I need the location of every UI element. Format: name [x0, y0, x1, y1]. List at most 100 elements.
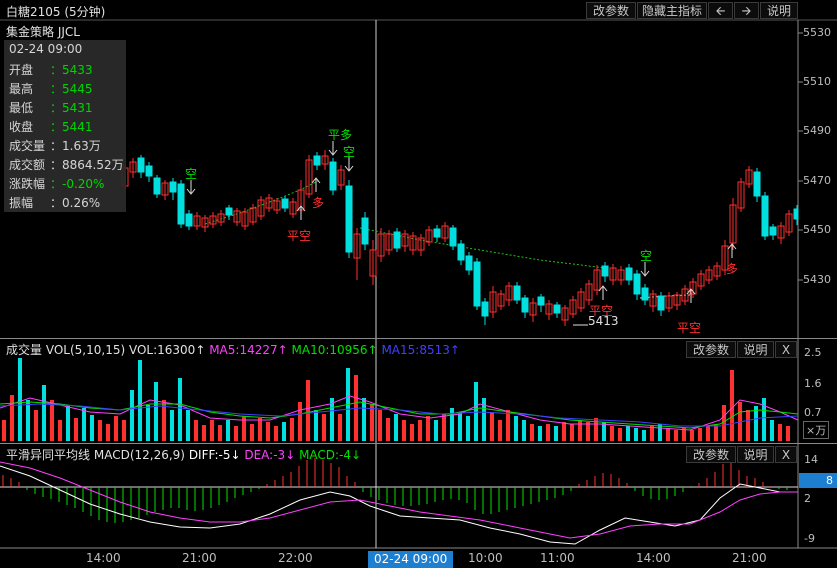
volume-bar: [122, 420, 126, 441]
macd-histogram: [2, 456, 788, 523]
candle: [561, 305, 569, 326]
signal-short-label: 空: [640, 249, 653, 263]
arrow-up-icon: [727, 243, 737, 258]
vol-ma10-line: [0, 401, 799, 429]
candle: [609, 264, 617, 285]
volume-bar: [130, 390, 134, 441]
candle: [513, 282, 521, 304]
candle: [505, 282, 513, 306]
volume-bar: [34, 410, 38, 441]
volume-bar: [706, 426, 710, 441]
macd-current-badge: 8: [799, 473, 837, 488]
arrow-down-icon: [344, 157, 354, 172]
info-value-low: ：5431: [50, 101, 93, 115]
time-tick: 10:00: [468, 551, 503, 565]
crosshair-time-badge: 02-24 09:00: [368, 551, 454, 568]
volume-bar: [482, 398, 486, 441]
candle: [401, 230, 409, 252]
price-tick: 5510: [803, 75, 831, 88]
candle: [433, 225, 441, 242]
macd-tick: 2: [804, 492, 811, 505]
volume-tick: 2.5: [804, 346, 822, 359]
volume-help-button[interactable]: 说明: [737, 341, 774, 358]
candle: [625, 264, 633, 285]
candle: [793, 205, 799, 225]
help-button[interactable]: 说明: [760, 2, 798, 19]
volume-bar: [18, 358, 22, 441]
macd-help-button[interactable]: 说明: [737, 446, 774, 463]
candle: [601, 262, 609, 282]
macd-modify-params-button[interactable]: 改参数: [686, 446, 736, 463]
volume-bar: [186, 410, 190, 441]
volume-bar: [26, 400, 30, 441]
macd-close-icon[interactable]: X: [775, 446, 797, 463]
candle: [145, 162, 153, 182]
volume-bar: [370, 404, 374, 441]
arrow-left-icon[interactable]: 🡨: [708, 2, 733, 19]
candle: [465, 252, 473, 275]
hide-main-indicator-button[interactable]: 隐藏主指标: [637, 2, 707, 19]
vol-ma5-line: [0, 395, 799, 431]
arrow-right-icon[interactable]: 🡪: [734, 2, 759, 19]
volume-bar: [690, 430, 694, 441]
candle: [521, 295, 529, 318]
candle: [761, 192, 769, 240]
info-value-volume: ：1.63万: [50, 139, 101, 153]
volume-modify-params-button[interactable]: 改参数: [686, 341, 736, 358]
volume-bar: [202, 425, 206, 441]
volume-bar: [634, 428, 638, 441]
candle: [137, 155, 145, 178]
time-tick: 14:00: [636, 551, 671, 565]
volume-bar: [306, 380, 310, 441]
modify-params-button[interactable]: 改参数: [586, 2, 636, 19]
candle: [257, 196, 265, 220]
volume-bar: [778, 424, 782, 441]
volume-bar: [538, 426, 542, 441]
volume-bar: [138, 360, 142, 441]
info-label-volume: 成交量: [9, 139, 46, 153]
volume-bar: [490, 412, 494, 441]
volume-bar: [58, 420, 62, 441]
volume-bar: [282, 422, 286, 441]
volume-bar: [458, 412, 462, 441]
candle: [633, 270, 641, 300]
signal-close-long-label: 平多: [328, 128, 353, 142]
volume-bar: [466, 416, 470, 441]
candle: [153, 175, 161, 198]
volume-bar: [402, 420, 406, 441]
volume-bar: [234, 426, 238, 441]
time-tick: 14:00: [86, 551, 121, 565]
candle: [193, 212, 201, 230]
candle: [449, 225, 457, 250]
time-tick: 21:00: [732, 551, 767, 565]
info-label-amplitude: 振幅: [9, 196, 34, 210]
candle: [585, 280, 593, 305]
candle: [689, 278, 697, 298]
chart-title: 白糖2105 (5分钟): [6, 5, 106, 19]
price-tick: 5490: [803, 124, 831, 137]
arrow-down-icon: [328, 141, 338, 156]
candle: [489, 286, 497, 318]
candle: [353, 228, 361, 280]
price-tick: 5530: [803, 26, 831, 39]
volume-bar: [362, 398, 366, 441]
volume-bar: [514, 416, 518, 441]
macd-diff-line: [0, 465, 798, 545]
info-value-change: ：-0.20%: [50, 177, 105, 191]
signal-long-label: 多: [312, 196, 325, 210]
candle: [753, 168, 761, 202]
signal-short-label: 空: [185, 167, 198, 181]
volume-bar: [194, 420, 198, 441]
candle: [289, 198, 297, 218]
volume-tick: 1.6: [804, 377, 822, 390]
volume-close-icon[interactable]: X: [775, 341, 797, 358]
volume-bar: [290, 418, 294, 441]
candle: [313, 152, 321, 170]
volume-bar: [154, 382, 158, 441]
macd-panel-title: 平滑异同平均线 MACD(12,26,9) DIFF:-5↓ DEA:-3↓ M…: [6, 446, 361, 463]
volume-bar: [610, 426, 614, 441]
candle: [329, 158, 337, 195]
volume-ma10: MA10:10956↑: [291, 343, 378, 357]
volume-bar: [258, 418, 262, 441]
